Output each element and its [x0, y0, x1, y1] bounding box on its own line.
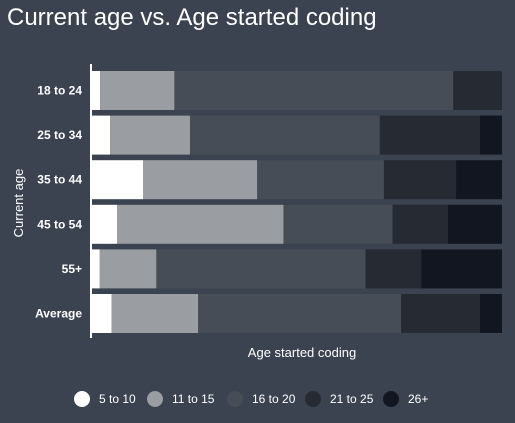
- bar-segment-25-to-34-series-2: [189, 115, 380, 155]
- bar-segment-35-to-44-series-2: [257, 160, 384, 200]
- bar-segment-average-series-0: [92, 294, 112, 333]
- legend-swatch-0: [74, 391, 90, 407]
- bar-segment-35-to-44-series-3: [383, 160, 457, 200]
- legend-label-1: 11 to 15: [172, 392, 215, 406]
- bar-segment-35-to-44-series-0: [92, 160, 144, 200]
- legend-label-3: 21 to 25: [330, 392, 374, 406]
- bar-segment-35-to-44-series-4: [456, 160, 502, 200]
- y-tick-label: 25 to 34: [37, 128, 82, 142]
- y-tick-label: Average: [35, 307, 82, 321]
- legend-label-4: 26+: [408, 392, 428, 406]
- x-axis-title: Age started coding: [248, 345, 356, 360]
- legend: 5 to 10 11 to 15 16 to 20 21 to 25 26+: [74, 391, 428, 407]
- bar-segment-45-to-54-series-3: [392, 204, 448, 244]
- bar-segment-average-series-1: [111, 294, 199, 333]
- bar-segment-18-to-24-series-0: [92, 71, 101, 110]
- y-tick-label: 35 to 44: [37, 173, 82, 187]
- legend-swatch-4: [383, 391, 399, 407]
- legend-label-2: 16 to 20: [252, 392, 296, 406]
- bar-segment-45-to-54-series-2: [283, 204, 393, 244]
- y-tick-label: 45 to 54: [37, 217, 82, 231]
- bar-segment-35-to-44-series-1: [143, 160, 258, 200]
- y-tick-label: 55+: [62, 262, 82, 276]
- bar-segment-average-series-4: [479, 294, 502, 333]
- legend-swatch-2: [227, 391, 243, 407]
- y-tick-label: 18 to 24: [37, 84, 82, 98]
- bar-segment-18-to-24-series-2: [174, 71, 454, 110]
- bar-segment-55--series-0: [92, 249, 100, 289]
- bar-segment-25-to-34-series-4: [479, 115, 502, 155]
- bar-segment-18-to-24-series-1: [100, 71, 175, 110]
- bar-segment-25-to-34-series-3: [379, 115, 480, 155]
- bar-segment-average-series-2: [198, 294, 402, 333]
- bar-segment-45-to-54-series-0: [92, 204, 118, 244]
- legend-swatch-1: [147, 391, 163, 407]
- chart-title: Current age vs. Age started coding: [7, 4, 377, 31]
- legend-label-0: 5 to 10: [99, 392, 136, 406]
- y-tick-labels: 18 to 24 25 to 34 35 to 44 45 to 54 55+ Avera…: [35, 84, 82, 321]
- y-axis-title: Current age: [11, 169, 26, 238]
- bar-segment-25-to-34-series-1: [110, 115, 190, 155]
- bar-segment-18-to-24-series-3: [453, 71, 502, 110]
- bar-segment-55--series-1: [99, 249, 157, 289]
- bar-segment-55--series-2: [156, 249, 366, 289]
- bars-layer: [92, 71, 502, 333]
- bar-segment-55--series-3: [365, 249, 422, 289]
- bar-segment-55--series-4: [421, 249, 502, 289]
- bar-segment-45-to-54-series-1: [117, 204, 284, 244]
- legend-swatch-3: [305, 391, 321, 407]
- bar-segment-average-series-3: [401, 294, 480, 333]
- bar-segment-45-to-54-series-4: [447, 204, 502, 244]
- bar-segment-25-to-34-series-0: [92, 115, 111, 155]
